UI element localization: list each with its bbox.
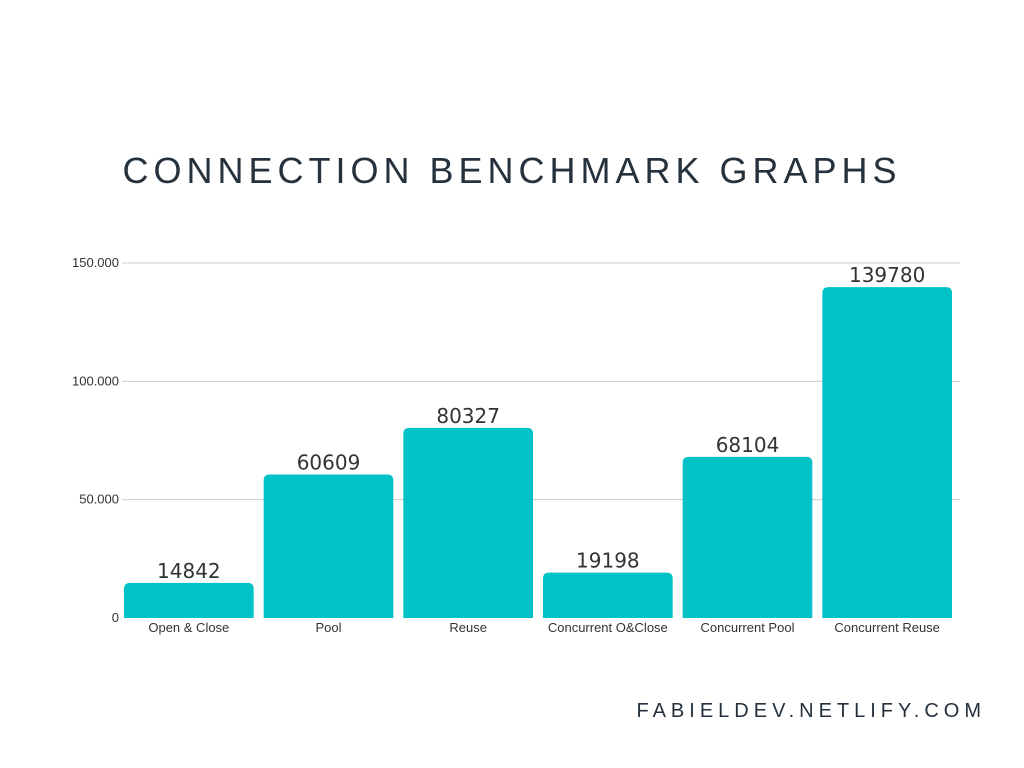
x-axis-categories: Open & Close Pool Reuse Concurrent O&Close C… xyxy=(148,620,940,635)
bar-value-label: 68104 xyxy=(716,433,780,457)
bar-value-label: 14842 xyxy=(157,559,221,583)
y-axis-ticks: 0 50.000 100.000 150.000 xyxy=(72,255,119,625)
x-category-label: Pool xyxy=(315,620,341,635)
bar-value-label: 139780 xyxy=(849,263,925,287)
bar-value-label: 80327 xyxy=(436,404,500,428)
bar-value-label: 19198 xyxy=(576,549,640,573)
bar xyxy=(403,427,533,618)
bar xyxy=(124,582,254,618)
y-tick-label: 0 xyxy=(112,610,119,625)
y-tick-label: 50.000 xyxy=(79,492,119,507)
chart-title: CONNECTION BENCHMARK GRAPHS xyxy=(122,150,902,191)
bars xyxy=(124,287,952,618)
bar xyxy=(263,474,394,618)
bar xyxy=(682,456,813,618)
bar-value-label: 60609 xyxy=(297,451,361,475)
x-category-label: Concurrent O&Close xyxy=(548,620,668,635)
grid-lines xyxy=(122,262,960,501)
x-category-label: Concurrent Pool xyxy=(701,620,795,635)
data-labels: 14842 60609 80327 19198 68104 139780 xyxy=(157,263,925,583)
footer-url: FABIELDEV.NETLIFY.COM xyxy=(636,700,986,722)
bar xyxy=(822,287,952,618)
bar xyxy=(543,572,673,618)
x-category-label: Concurrent Reuse xyxy=(834,620,940,635)
y-tick-label: 100.000 xyxy=(72,373,119,388)
y-tick-label: 150.000 xyxy=(72,255,119,270)
x-category-label: Open & Close xyxy=(148,620,229,635)
x-category-label: Reuse xyxy=(449,620,487,635)
